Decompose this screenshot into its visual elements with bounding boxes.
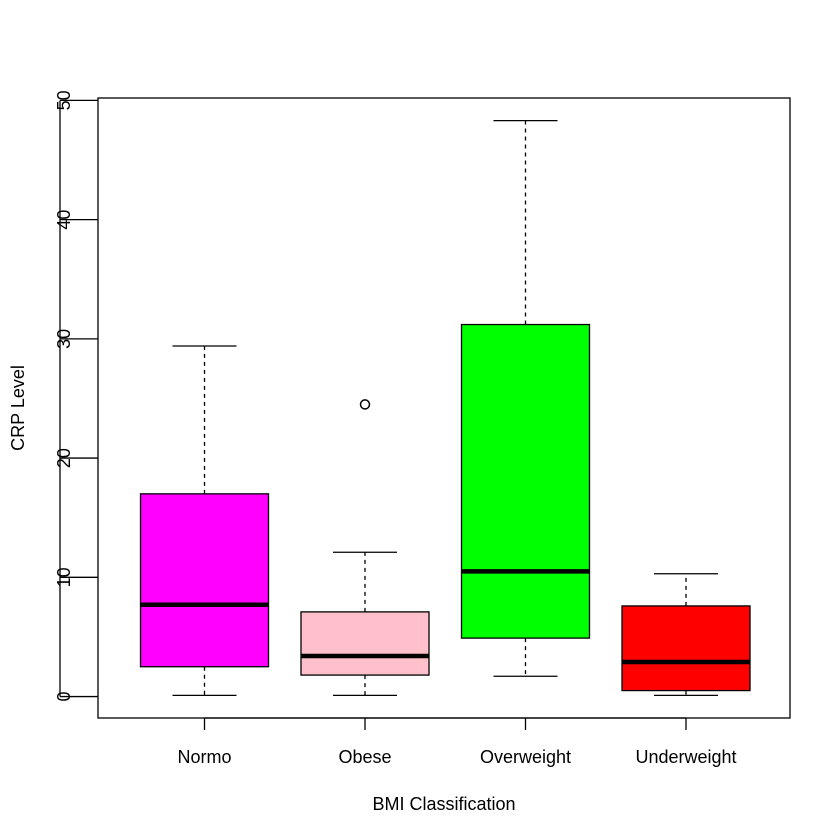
x-tick-label: Overweight xyxy=(480,747,571,767)
y-tick-label: 40 xyxy=(54,210,74,230)
box-underweight xyxy=(621,573,751,696)
x-tick-label: Underweight xyxy=(635,747,736,767)
x-axis: Normo Obese Overweight Underweight xyxy=(177,717,737,767)
y-tick-label: 30 xyxy=(54,329,74,349)
iqr-box xyxy=(300,611,430,676)
y-axis: 0 10 20 30 40 50 xyxy=(54,90,98,702)
box-overweight xyxy=(460,120,591,677)
box-normo xyxy=(139,345,270,696)
y-tick-label: 50 xyxy=(54,90,74,110)
y-tick-label: 10 xyxy=(54,567,74,587)
iqr-box xyxy=(621,605,751,692)
iqr-box xyxy=(460,323,591,639)
y-tick-label: 0 xyxy=(54,692,74,702)
box-obese xyxy=(300,399,430,696)
x-axis-title: BMI Classification xyxy=(372,794,515,814)
y-tick-label: 20 xyxy=(54,448,74,468)
outlier-point xyxy=(359,399,371,410)
boxes-layer xyxy=(139,120,751,696)
y-axis-title: CRP Level xyxy=(8,365,28,451)
x-tick-label: Normo xyxy=(177,747,231,767)
iqr-box xyxy=(139,493,270,668)
x-tick-label: Obese xyxy=(338,747,391,767)
